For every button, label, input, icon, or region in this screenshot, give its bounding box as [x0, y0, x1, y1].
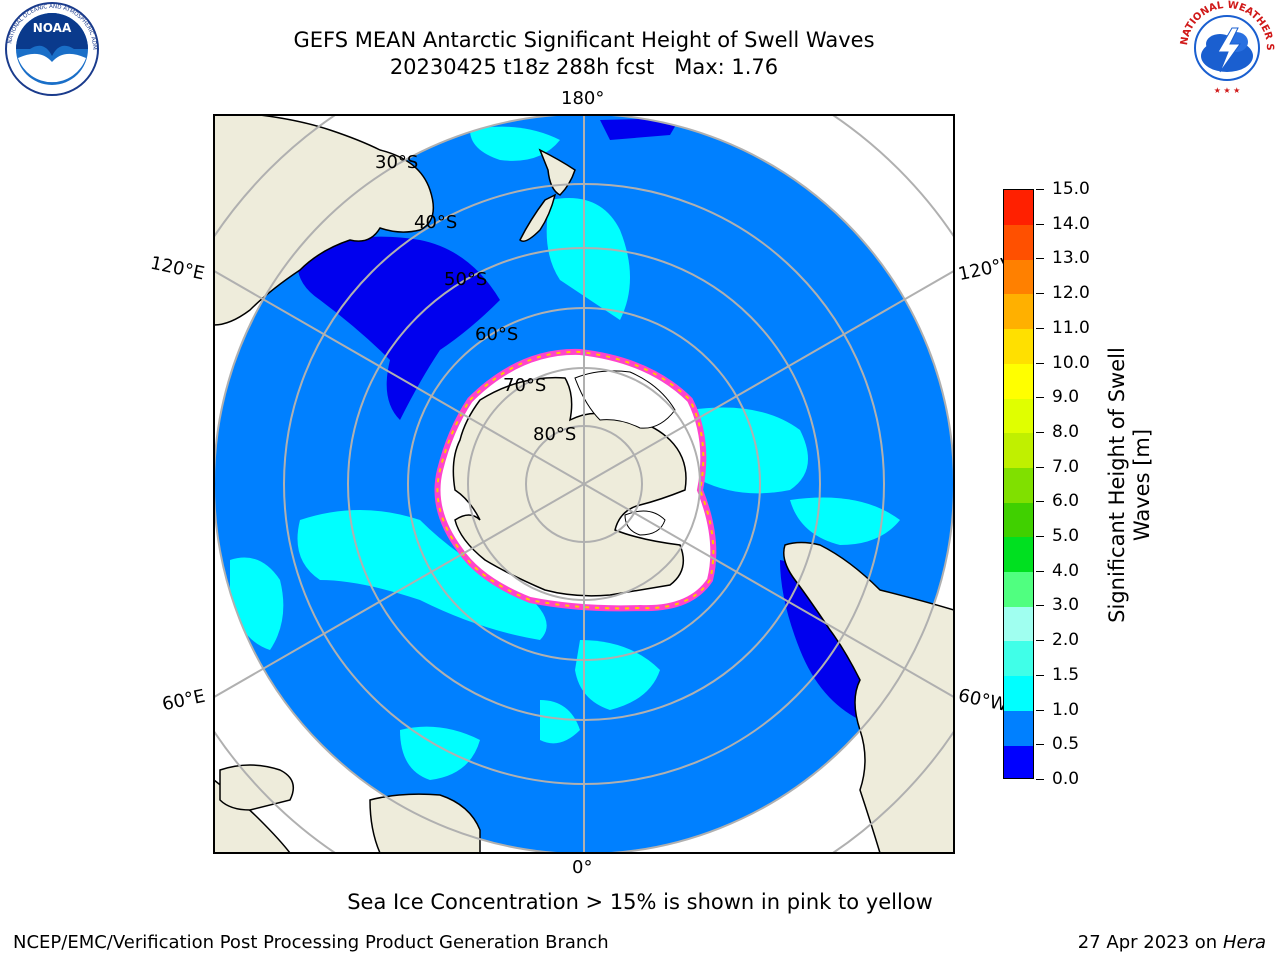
svg-text:NOAA: NOAA — [33, 21, 72, 35]
colorbar-tick — [1036, 675, 1044, 676]
colorbar-segment — [1004, 571, 1033, 607]
colorbar-tick — [1036, 640, 1044, 641]
colorbar-tick-label: 1.5 — [1052, 665, 1080, 685]
graticule — [214, 115, 954, 853]
colorbar-tick-label: 0.5 — [1052, 734, 1080, 754]
lat-label-80s: 80°S — [533, 424, 577, 445]
colorbar-segment — [1004, 606, 1033, 642]
colorbar-tick — [1036, 501, 1044, 502]
colorbar-tick — [1036, 189, 1044, 190]
colorbar-tick-label: 11.0 — [1052, 318, 1090, 338]
colorbar-tick-label: 14.0 — [1052, 214, 1090, 234]
colorbar-segment — [1004, 675, 1033, 711]
colorbar-segment — [1004, 190, 1033, 225]
footer-branch: NCEP/EMC/Verification Post Processing Pr… — [13, 932, 609, 953]
colorbar-tick — [1036, 432, 1044, 433]
colorbar-segment — [1004, 224, 1033, 260]
lon-label-0: 0° — [572, 857, 593, 878]
colorbar-segment — [1004, 502, 1033, 538]
colorbar-tick-label: 6.0 — [1052, 491, 1080, 511]
footer-host: Hera — [1222, 932, 1266, 953]
colorbar-tick-label: 5.0 — [1052, 526, 1080, 546]
colorbar-segment — [1004, 745, 1033, 778]
colorbar-tick — [1036, 467, 1044, 468]
high-swell-patch — [470, 126, 560, 161]
low-swell-patch — [297, 236, 500, 420]
lat-label-70s: 70°S — [503, 375, 547, 396]
colorbar-segment — [1004, 641, 1033, 677]
colorbar-tick — [1036, 710, 1044, 711]
colorbar-tick-label: 0.0 — [1052, 769, 1080, 789]
colorbar-tick-label: 2.0 — [1052, 630, 1080, 650]
footer-date: 27 Apr 2023 on Hera — [1078, 932, 1266, 953]
colorbar-tick-label: 12.0 — [1052, 283, 1090, 303]
colorbar-tick-label: 1.0 — [1052, 700, 1080, 720]
colorbar-segment — [1004, 467, 1033, 503]
lat-label-40s: 40°S — [414, 212, 458, 233]
colorbar-tick-label: 4.0 — [1052, 561, 1080, 581]
ross-ice-shelf — [574, 370, 676, 429]
colorbar-segment — [1004, 398, 1033, 434]
ronne-ice-shelf — [624, 510, 666, 536]
map-subtitle: 20230425 t18z 288h fcst Max: 1.76 — [389, 55, 779, 79]
colorbar-segment — [1004, 328, 1033, 364]
lat-label-30s: 30°S — [375, 152, 419, 173]
lat-label-60s: 60°S — [475, 324, 519, 345]
colorbar-tick-label: 15.0 — [1052, 179, 1090, 199]
colorbar-tick — [1036, 224, 1044, 225]
map-frame — [213, 114, 955, 854]
footer-date-text: 27 Apr 2023 on — [1077, 932, 1223, 953]
colorbar-segment — [1004, 294, 1033, 330]
colorbar-tick — [1036, 744, 1044, 745]
colorbar-tick-label: 7.0 — [1052, 457, 1080, 477]
sea-ice-caption: Sea Ice Concentration > 15% is shown in … — [347, 890, 933, 914]
colorbar-tick — [1036, 363, 1044, 364]
colorbar-segment — [1004, 363, 1033, 399]
lat-label-50s: 50°S — [444, 269, 488, 290]
colorbar-tick — [1036, 605, 1044, 606]
svg-text:★ ★ ★: ★ ★ ★ — [1214, 86, 1241, 95]
colorbar-tick-label: 10.0 — [1052, 353, 1090, 373]
colorbar-tick — [1036, 397, 1044, 398]
nws-logo: NATIONAL WEATHER SERVICE ★ ★ ★ — [1174, 0, 1275, 95]
colorbar-tick — [1036, 328, 1044, 329]
colorbar-segment — [1004, 710, 1033, 746]
colorbar-tick-label: 13.0 — [1052, 248, 1090, 268]
colorbar-tick — [1036, 779, 1044, 780]
colorbar-segment — [1004, 432, 1033, 468]
colorbar-title: Significant Height of Swell Waves [m] — [1105, 347, 1154, 623]
colorbar-tick — [1036, 293, 1044, 294]
lon-label-180: 180° — [561, 88, 605, 109]
noaa-logo: NOAA NATIONAL OCEANIC AND ATMOSPHERIC AD… — [0, 0, 99, 96]
colorbar-segment — [1004, 259, 1033, 295]
map-title: GEFS MEAN Antarctic Significant Height o… — [293, 28, 875, 52]
colorbar-tick-label: 8.0 — [1052, 422, 1080, 442]
colorbar-tick — [1036, 258, 1044, 259]
colorbar-tick-label: 3.0 — [1052, 595, 1080, 615]
ice-edge-yellow — [436, 350, 715, 610]
colorbar-tick — [1036, 536, 1044, 537]
colorbar-tick-label: 9.0 — [1052, 387, 1080, 407]
colorbar-segment — [1004, 537, 1033, 573]
colorbar-tick — [1036, 571, 1044, 572]
colorbar — [1003, 189, 1034, 779]
